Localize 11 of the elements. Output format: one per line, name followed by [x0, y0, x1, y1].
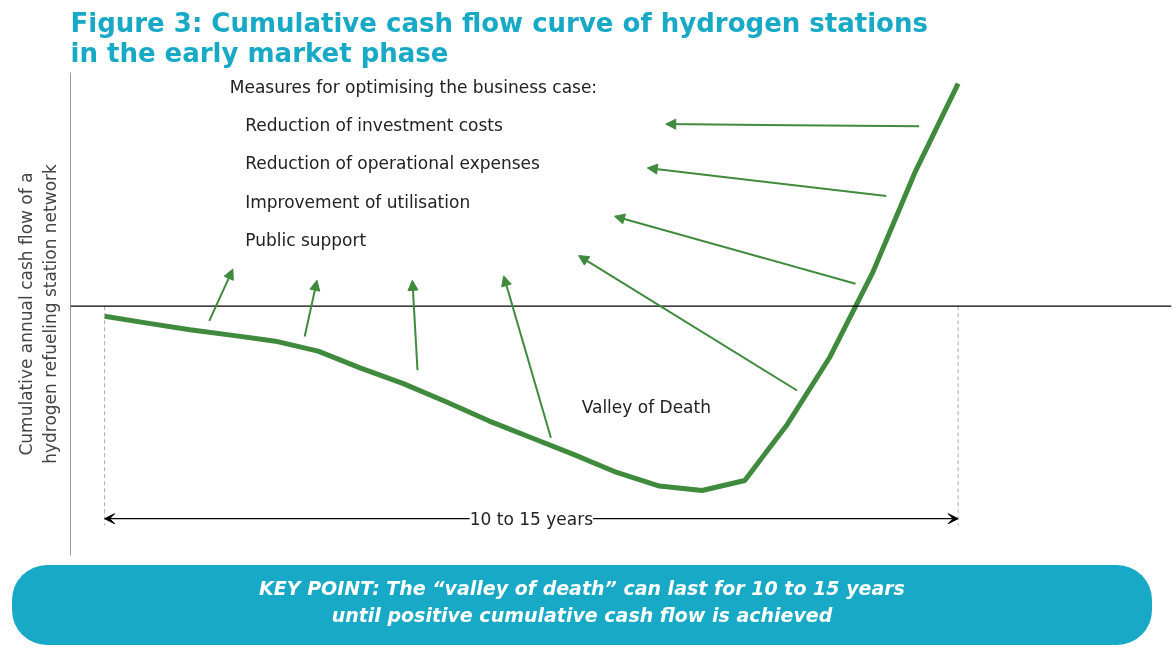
annotation: Reduction of operational expenses [245, 153, 541, 174]
annotation: Public support [245, 229, 367, 250]
annotation: Measures for optimising the business case: [229, 77, 598, 97]
annotation: Valley of Death [581, 397, 711, 418]
text: KEY POINT: The “valley of death” can last for 10 to 15 years [259, 577, 905, 599]
text: until positive cumulative cash flow is achieved [331, 604, 833, 627]
chart-title: Figure 3: Cumulative cash flow curve of hydrogen stations in the early market phase [70, 7, 928, 68]
y-axis-title: Cumulative annual cash flow of a hydrogen refueling station network [15, 163, 60, 464]
text: 10 to 15 years [469, 508, 594, 529]
annotation: Reduction of investment costs [245, 115, 504, 136]
annotation: Improvement of utilisation [245, 191, 471, 212]
